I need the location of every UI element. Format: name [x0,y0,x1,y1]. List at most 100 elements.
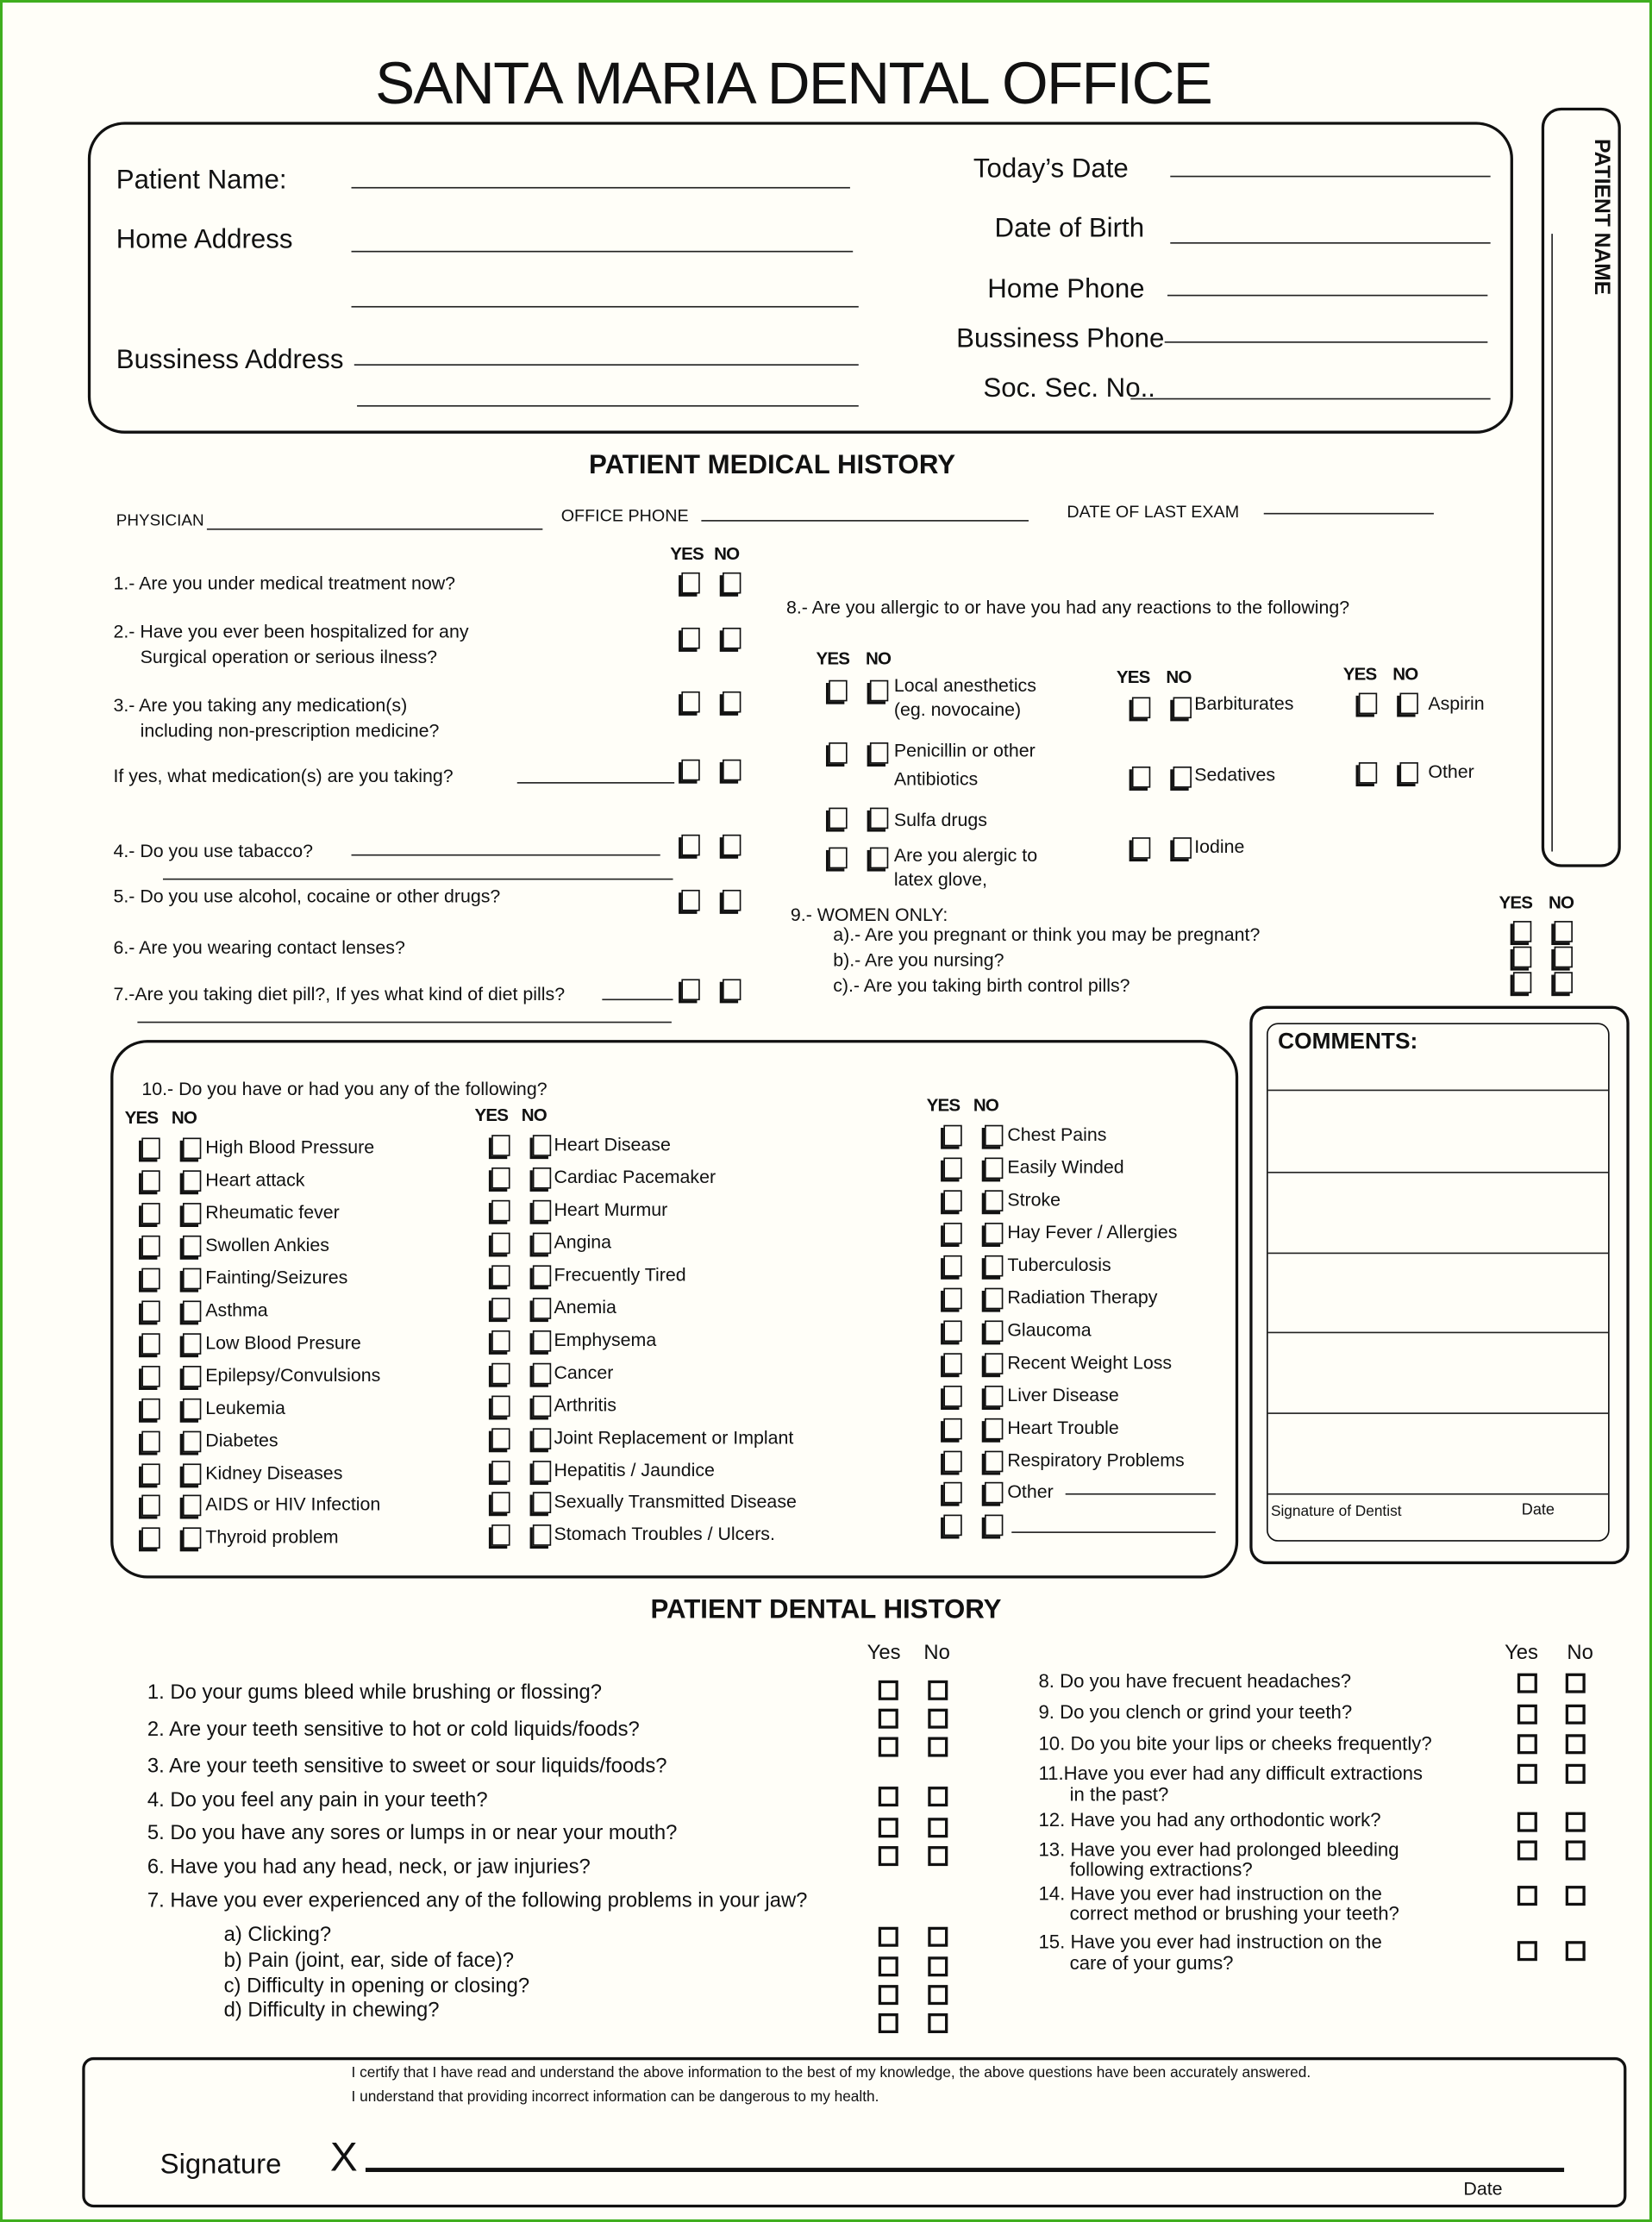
business-address-field[interactable] [354,364,859,366]
dental-no-checkbox[interactable] [928,1737,948,1757]
condition-no-checkbox[interactable] [532,1362,552,1384]
condition-no-checkbox[interactable] [985,1385,1004,1407]
condition-yes-checkbox[interactable] [943,1124,962,1147]
condition-yes-checkbox[interactable] [943,1418,962,1439]
condition-no-checkbox[interactable] [532,1167,552,1189]
no-checkbox[interactable] [1554,946,1573,968]
allergy-no-checkbox[interactable] [1173,766,1192,788]
dental-yes-checkbox[interactable] [1517,1704,1537,1724]
condition-no-checkbox[interactable] [532,1460,552,1481]
condition-yes-checkbox[interactable] [491,1297,510,1319]
yes-checkbox[interactable] [681,627,700,649]
condition-yes-checkbox[interactable] [943,1157,962,1180]
dental-yes-checkbox[interactable] [1517,1673,1537,1693]
signature-field[interactable] [365,2168,1565,2173]
allergy-yes-checkbox[interactable] [829,742,848,764]
condition-yes-checkbox[interactable] [491,1493,510,1514]
condition-no-checkbox[interactable] [532,1394,552,1417]
condition-yes-checkbox[interactable] [943,1190,962,1211]
condition-yes-checkbox[interactable] [141,1267,160,1289]
condition-no-checkbox[interactable] [985,1319,1004,1342]
condition-yes-checkbox[interactable] [491,1330,510,1352]
condition-yes-checkbox[interactable] [141,1202,160,1224]
no-checkbox[interactable] [1554,921,1573,942]
yes-checkbox[interactable] [681,834,700,856]
condition-no-checkbox[interactable] [532,1524,552,1547]
yes-checkbox[interactable] [681,979,700,1001]
allergy-no-checkbox[interactable] [1399,762,1418,784]
allergy-yes-checkbox[interactable] [829,847,848,869]
dental-no-checkbox[interactable] [1565,1763,1586,1784]
condition-yes-checkbox[interactable] [141,1332,160,1355]
condition-no-checkbox[interactable] [985,1190,1004,1211]
dental-yes-checkbox[interactable] [878,1737,898,1757]
condition-no-checkbox[interactable] [985,1287,1004,1309]
home-address-field-2[interactable] [351,305,859,308]
condition-yes-checkbox[interactable] [141,1365,160,1387]
physician-field[interactable] [206,528,543,530]
allergy-no-checkbox[interactable] [869,847,889,869]
condition-no-checkbox[interactable] [182,1365,202,1387]
condition-no-checkbox[interactable] [532,1199,552,1222]
condition-yes-checkbox[interactable] [943,1319,962,1342]
allergy-yes-checkbox[interactable] [1358,762,1378,784]
dental-yes-checkbox[interactable] [878,1985,898,2006]
home-address-field[interactable] [351,250,854,253]
yes-checkbox[interactable] [681,889,700,911]
condition-yes-checkbox[interactable] [943,1482,962,1505]
todays-date-field[interactable] [1170,175,1491,178]
yes-checkbox[interactable] [1512,972,1532,993]
condition-no-checkbox[interactable] [182,1137,202,1160]
condition-no-checkbox[interactable] [985,1515,1004,1537]
allergy-no-checkbox[interactable] [1399,692,1418,715]
allergy-yes-checkbox[interactable] [829,807,848,829]
dental-no-checkbox[interactable] [928,1818,948,1838]
condition-no-checkbox[interactable] [182,1332,202,1355]
no-checkbox[interactable] [723,759,742,781]
dental-yes-checkbox[interactable] [878,1680,898,1700]
dental-no-checkbox[interactable] [1565,1812,1586,1832]
dental-yes-checkbox[interactable] [878,1818,898,1838]
condition-yes-checkbox[interactable] [943,1255,962,1277]
dental-yes-checkbox[interactable] [878,1787,898,1807]
allergy-no-checkbox[interactable] [1173,697,1192,719]
allergy-yes-checkbox[interactable] [829,679,848,702]
condition-yes-checkbox[interactable] [491,1460,510,1481]
condition-no-checkbox[interactable] [182,1267,202,1289]
condition-yes-checkbox[interactable] [141,1170,160,1192]
condition-yes-checkbox[interactable] [491,1362,510,1384]
business-address-field-2[interactable] [357,404,859,407]
condition-no-checkbox[interactable] [985,1255,1004,1277]
condition-no-checkbox[interactable] [985,1352,1004,1374]
soc-sec-field[interactable] [1130,397,1491,400]
dental-no-checkbox[interactable] [928,1985,948,2006]
dental-no-checkbox[interactable] [1565,1840,1586,1861]
condition-no-checkbox[interactable] [532,1232,552,1254]
allergy-yes-checkbox[interactable] [1131,766,1151,788]
dental-yes-checkbox[interactable] [1517,1941,1537,1962]
other-condition-field-2[interactable] [1011,1531,1216,1533]
condition-yes-checkbox[interactable] [141,1528,160,1549]
patient-name-field[interactable] [351,186,850,189]
allergy-yes-checkbox[interactable] [1358,692,1378,715]
last-exam-field[interactable] [1263,512,1434,515]
condition-no-checkbox[interactable] [985,1482,1004,1505]
condition-yes-checkbox[interactable] [141,1137,160,1160]
condition-yes-checkbox[interactable] [491,1232,510,1254]
dental-yes-checkbox[interactable] [878,1846,898,1867]
condition-no-checkbox[interactable] [985,1157,1004,1180]
home-phone-field[interactable] [1167,294,1488,297]
dental-yes-checkbox[interactable] [878,2012,898,2033]
dental-no-checkbox[interactable] [928,1708,948,1729]
condition-yes-checkbox[interactable] [943,1222,962,1244]
dental-no-checkbox[interactable] [1565,1673,1586,1693]
condition-no-checkbox[interactable] [532,1330,552,1352]
dental-yes-checkbox[interactable] [1517,1763,1537,1784]
medication-field[interactable] [516,782,675,784]
dental-no-checkbox[interactable] [928,1956,948,1977]
condition-no-checkbox[interactable] [532,1427,552,1449]
condition-yes-checkbox[interactable] [141,1300,160,1322]
diet-pills-field[interactable] [602,998,673,1001]
condition-yes-checkbox[interactable] [943,1449,962,1472]
no-checkbox[interactable] [723,889,742,911]
